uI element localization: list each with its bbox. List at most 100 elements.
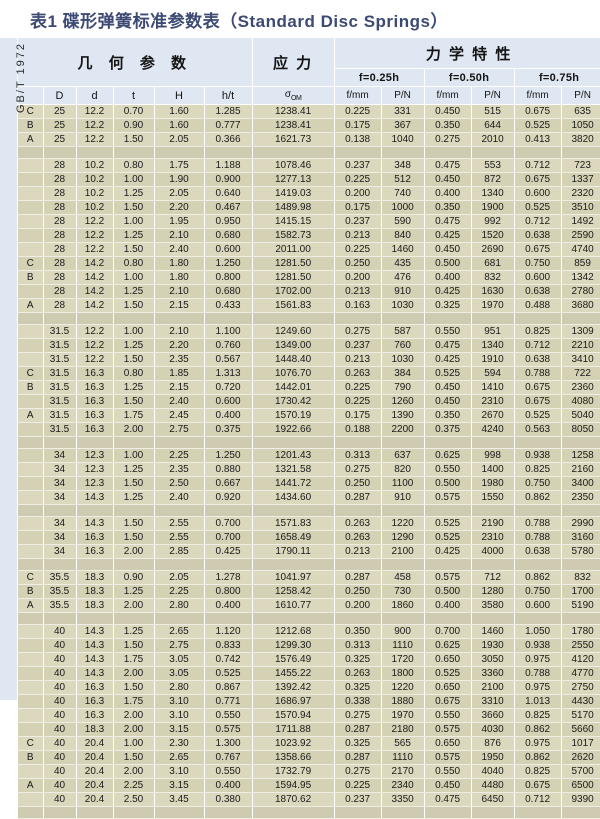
cell-D: 40 bbox=[43, 750, 77, 765]
header-stress-group: 应 力 bbox=[252, 38, 335, 87]
cell-D: 35.5 bbox=[43, 598, 77, 613]
cell-sigma: 1238.41 bbox=[252, 118, 335, 133]
cell-H: 2.65 bbox=[154, 750, 205, 765]
cell-p3: 8050 bbox=[561, 422, 600, 437]
spacer-cell bbox=[514, 558, 562, 571]
cell-f2: 0.350 bbox=[424, 200, 472, 215]
cell-H: 2.30 bbox=[154, 736, 205, 751]
table-row: 31.5 12.2 1.25 2.20 0.760 1349.00 0.237 760 0.47… bbox=[18, 338, 600, 353]
cell-p2: 4030 bbox=[471, 722, 515, 737]
cell-p1: 2170 bbox=[381, 764, 425, 779]
cell-f1: 0.250 bbox=[334, 584, 382, 599]
cell-f3: 0.975 bbox=[514, 652, 562, 667]
cell-H: 3.45 bbox=[154, 792, 205, 807]
cell-class bbox=[18, 284, 44, 299]
cell-t: 1.50 bbox=[113, 132, 155, 147]
cell-p2: 4040 bbox=[471, 764, 515, 779]
cell-D: 28 bbox=[43, 158, 77, 173]
cell-f1: 0.225 bbox=[334, 394, 382, 409]
cell-f2: 0.475 bbox=[424, 158, 472, 173]
cell-H: 2.05 bbox=[154, 132, 205, 147]
spacer-cell bbox=[334, 558, 382, 571]
spacer-cell bbox=[334, 806, 382, 819]
cell-p2: 1340 bbox=[471, 338, 515, 353]
spacer-cell bbox=[204, 806, 253, 819]
cell-d: 16.3 bbox=[76, 422, 114, 437]
table-row: B 25 12.2 0.90 1.60 0.777 1238.41 0.175 367 0.350… bbox=[18, 118, 600, 133]
cell-ht: 0.867 bbox=[204, 680, 253, 695]
cell-p3: 1017 bbox=[561, 736, 600, 751]
cell-p2: 1550 bbox=[471, 490, 515, 505]
table-row: B 40 20.4 1.50 2.65 0.767 1358.66 0.287 1110 0.57… bbox=[18, 750, 600, 765]
cell-p1: 1030 bbox=[381, 352, 425, 367]
cell-ht: 1.120 bbox=[204, 624, 253, 639]
cell-f2: 0.550 bbox=[424, 708, 472, 723]
cell-p3: 6500 bbox=[561, 778, 600, 793]
cell-p1: 458 bbox=[381, 570, 425, 585]
cell-f2: 0.575 bbox=[424, 722, 472, 737]
cell-p1: 1100 bbox=[381, 476, 425, 491]
cell-f3: 0.675 bbox=[514, 380, 562, 395]
header-f025: f=0.25h bbox=[334, 68, 425, 87]
cell-f1: 0.263 bbox=[334, 366, 382, 381]
cell-D: 40 bbox=[43, 652, 77, 667]
cell-sigma: 1576.49 bbox=[252, 652, 335, 667]
cell-D: 34 bbox=[43, 516, 77, 531]
cell-t: 1.25 bbox=[113, 462, 155, 477]
cell-f1: 0.250 bbox=[334, 256, 382, 271]
cell-t: 1.00 bbox=[113, 448, 155, 463]
cell-f3: 0.975 bbox=[514, 680, 562, 695]
cell-ht: 0.600 bbox=[204, 242, 253, 257]
cell-p2: 1970 bbox=[471, 298, 515, 313]
table-row: 34 12.3 1.50 2.50 0.667 1441.72 0.250 1100 0.500… bbox=[18, 476, 600, 491]
table-row: A 31.5 16.3 1.75 2.45 0.400 1570.19 0.175 1390 0.… bbox=[18, 408, 600, 423]
cell-f1: 0.163 bbox=[334, 298, 382, 313]
cell-H: 2.25 bbox=[154, 584, 205, 599]
cell-d: 18.3 bbox=[76, 570, 114, 585]
cell-p2: 2100 bbox=[471, 680, 515, 695]
cell-f2: 0.425 bbox=[424, 544, 472, 559]
header-f3: f/mm bbox=[514, 86, 562, 105]
table-row: 40 16.3 2.00 3.10 0.550 1570.94 0.275 1970 0.550… bbox=[18, 708, 600, 723]
cell-ht: 0.920 bbox=[204, 490, 253, 505]
cell-D: 31.5 bbox=[43, 394, 77, 409]
spacer-cell bbox=[381, 558, 425, 571]
cell-f1: 0.275 bbox=[334, 324, 382, 339]
cell-f2: 0.450 bbox=[424, 104, 472, 119]
cell-d: 12.2 bbox=[76, 352, 114, 367]
cell-p1: 1260 bbox=[381, 394, 425, 409]
cell-p2: 1340 bbox=[471, 186, 515, 201]
cell-f3: 0.825 bbox=[514, 708, 562, 723]
cell-f1: 0.350 bbox=[334, 624, 382, 639]
cell-p3: 4080 bbox=[561, 394, 600, 409]
cell-sigma: 1392.42 bbox=[252, 680, 335, 695]
spacer-cell bbox=[154, 436, 205, 449]
cell-ht: 0.720 bbox=[204, 380, 253, 395]
cell-D: 28 bbox=[43, 200, 77, 215]
spacer-cell bbox=[18, 312, 44, 325]
cell-H: 3.05 bbox=[154, 652, 205, 667]
sigma-symbol: σ bbox=[284, 89, 292, 100]
cell-p3: 2590 bbox=[561, 228, 600, 243]
cell-f2: 0.375 bbox=[424, 422, 472, 437]
cell-f1: 0.225 bbox=[334, 104, 382, 119]
cell-class bbox=[18, 214, 44, 229]
spacer-cell bbox=[561, 504, 600, 517]
spacer-cell bbox=[43, 504, 77, 517]
cell-d: 16.3 bbox=[76, 680, 114, 695]
cell-ht: 0.366 bbox=[204, 132, 253, 147]
cell-p3: 3820 bbox=[561, 132, 600, 147]
cell-D: 28 bbox=[43, 256, 77, 271]
cell-D: 34 bbox=[43, 462, 77, 477]
cell-t: 0.80 bbox=[113, 366, 155, 381]
cell-p2: 998 bbox=[471, 448, 515, 463]
cell-t: 1.00 bbox=[113, 214, 155, 229]
cell-D: 40 bbox=[43, 638, 77, 653]
cell-f2: 0.425 bbox=[424, 352, 472, 367]
cell-p1: 476 bbox=[381, 270, 425, 285]
cell-ht: 0.900 bbox=[204, 172, 253, 187]
cell-p1: 2200 bbox=[381, 422, 425, 437]
spacer-cell bbox=[561, 806, 600, 819]
cell-D: 34 bbox=[43, 490, 77, 505]
table-spacer-row bbox=[18, 312, 600, 325]
